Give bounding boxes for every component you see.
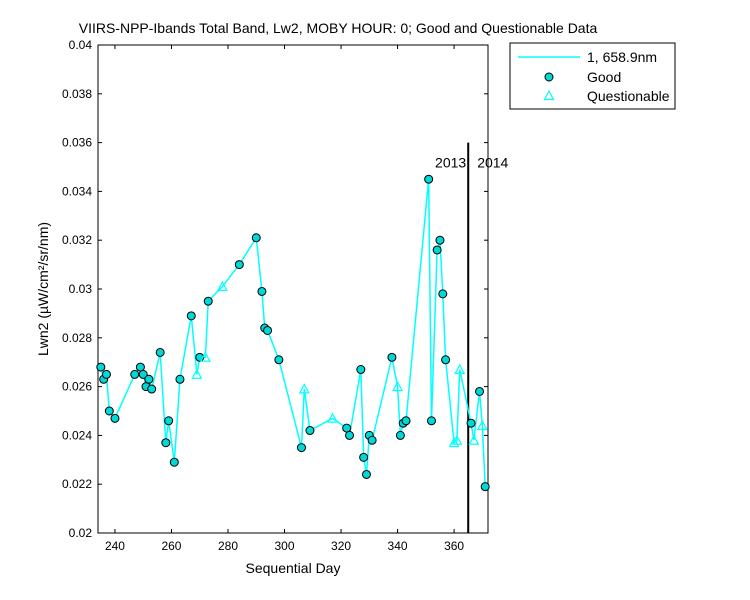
y-axis: 0.02 0.022 0.024 0.026 0.028 0.03 0.032 0.034 0.… — [62, 38, 488, 540]
y-tick-label: 0.026 — [62, 380, 92, 394]
x-tick-label: 280 — [218, 539, 238, 553]
good-point — [441, 355, 451, 365]
good-point — [104, 406, 114, 416]
good-point — [438, 289, 448, 299]
good-point — [480, 482, 490, 492]
questionable-point — [451, 434, 463, 445]
questionable-point — [191, 368, 203, 379]
good-point — [424, 174, 434, 184]
good-point — [135, 362, 145, 372]
good-point — [401, 416, 411, 426]
good-point — [101, 369, 111, 379]
good-point — [96, 362, 106, 372]
year-label-left: 2013 — [435, 155, 466, 171]
y-tick-label: 0.03 — [69, 282, 93, 296]
chart-title: VIIRS-NPP-Ibands Total Band, Lw2, MOBY H… — [79, 20, 598, 36]
questionable-point — [216, 280, 228, 291]
good-point — [234, 260, 244, 270]
legend-good-marker — [544, 72, 554, 82]
year-separator: 2013 2014 — [435, 142, 509, 533]
good-point — [169, 457, 179, 467]
good-point — [356, 365, 366, 375]
good-point — [155, 347, 165, 357]
y-tick-label: 0.04 — [69, 38, 93, 52]
questionable-point — [454, 363, 466, 374]
good-point — [147, 384, 157, 394]
good-point — [161, 438, 171, 448]
good-point — [432, 245, 442, 255]
x-tick-label: 260 — [161, 539, 181, 553]
y-tick-label: 0.038 — [62, 87, 92, 101]
year-label-right: 2014 — [477, 155, 508, 171]
y-tick-label: 0.024 — [62, 428, 92, 442]
good-point — [395, 430, 405, 440]
good-point — [342, 423, 352, 433]
questionable-point — [298, 383, 310, 394]
x-axis: 240 260 280 300 320 340 360 — [105, 45, 464, 553]
questionable-point — [327, 412, 339, 423]
good-point — [426, 416, 436, 426]
x-tick-label: 320 — [331, 539, 351, 553]
legend-questionable-label: Questionable — [587, 88, 670, 104]
legend-box — [509, 42, 676, 110]
plot-area — [97, 44, 489, 534]
good-point — [144, 374, 154, 384]
y-tick-label: 0.028 — [62, 331, 92, 345]
y-axis-label: Lwn2 (µW/cm²/sr/nm) — [35, 222, 51, 356]
good-point — [138, 369, 148, 379]
good-point — [305, 426, 315, 436]
legend-questionable-marker — [543, 89, 555, 101]
good-point — [361, 469, 371, 479]
x-tick-label: 360 — [444, 539, 464, 553]
legend: 1, 658.9nm Good Questionable — [509, 42, 676, 110]
y-tick-label: 0.022 — [62, 477, 92, 491]
good-point — [251, 233, 261, 243]
good-point — [164, 416, 174, 426]
good-point — [274, 355, 284, 365]
good-point — [345, 430, 355, 440]
x-tick-label: 240 — [105, 539, 125, 553]
y-tick-label: 0.034 — [62, 184, 92, 198]
y-tick-label: 0.032 — [62, 233, 92, 247]
questionable-point — [392, 380, 404, 392]
legend-good-label: Good — [587, 69, 621, 85]
good-point — [263, 325, 273, 335]
x-axis-label: Sequential Day — [246, 560, 341, 576]
good-point — [435, 235, 445, 245]
data-series — [96, 174, 490, 492]
good-point — [130, 369, 140, 379]
good-point — [186, 311, 196, 321]
good-point — [110, 413, 120, 423]
good-point — [296, 443, 306, 453]
questionable-point — [476, 419, 488, 431]
series-line — [100, 179, 486, 487]
questionable-point — [448, 436, 460, 448]
questionable-point — [468, 434, 480, 445]
good-point — [203, 296, 213, 306]
y-tick-label: 0.036 — [62, 136, 92, 150]
legend-line-label: 1, 658.9nm — [587, 49, 657, 65]
good-point — [175, 374, 185, 384]
y-tick-label: 0.02 — [69, 526, 93, 540]
good-point — [387, 352, 397, 362]
questionable-point — [199, 351, 211, 362]
good-point — [466, 418, 476, 428]
good-point — [257, 286, 267, 296]
x-tick-label: 300 — [275, 539, 295, 553]
x-tick-label: 340 — [388, 539, 408, 553]
good-point — [359, 452, 369, 462]
good-point — [367, 435, 377, 445]
good-point — [475, 386, 485, 396]
